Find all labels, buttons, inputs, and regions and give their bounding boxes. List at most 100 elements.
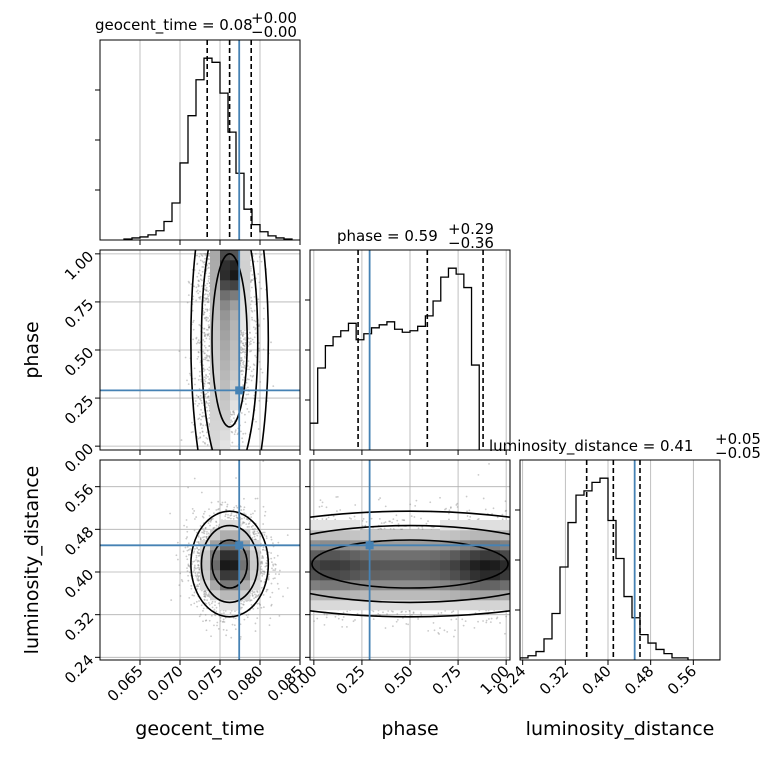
sample-point (203, 340, 206, 343)
sample-point (227, 513, 229, 516)
sample-point (207, 295, 210, 298)
sample-point (200, 418, 202, 421)
sample-point (187, 548, 190, 551)
sample-point (206, 310, 209, 312)
sample-point (259, 560, 262, 563)
sample-point (208, 423, 210, 426)
sample-point (197, 351, 200, 353)
sample-point (197, 355, 200, 358)
sample-point (180, 439, 183, 441)
sample-point (201, 411, 204, 414)
sample-point (267, 575, 270, 578)
sample-point (204, 590, 207, 592)
sample-point (207, 301, 209, 304)
sample-point (262, 317, 265, 320)
sample-point (205, 629, 208, 632)
sample-point (244, 357, 246, 359)
sample-point (208, 514, 211, 517)
sample-point (252, 341, 255, 344)
sample-point (204, 358, 207, 361)
sample-point (253, 295, 256, 298)
sample-point (198, 269, 201, 272)
sample-point (201, 252, 203, 255)
sample-point (216, 621, 219, 624)
sample-point (246, 526, 249, 528)
sample-point (203, 311, 206, 314)
sample-point (199, 422, 202, 425)
density-cell (240, 320, 251, 331)
sample-point (210, 518, 213, 521)
sample-point (198, 568, 201, 571)
sample-point (201, 415, 203, 418)
sample-point (199, 613, 202, 616)
sample-point (250, 269, 252, 272)
sample-point (201, 527, 204, 530)
density-cell (230, 360, 241, 371)
sample-point (205, 401, 208, 404)
sample-point (221, 621, 224, 623)
sample-point (192, 298, 194, 300)
sample-point (206, 333, 209, 336)
sample-point (235, 477, 237, 479)
sample-point (194, 574, 197, 577)
sample-point (198, 568, 201, 571)
sample-point (251, 318, 254, 321)
sample-point (208, 252, 211, 255)
sample-point (242, 508, 245, 511)
sample-point (249, 281, 252, 283)
sample-point (253, 530, 256, 533)
sample-point (204, 596, 207, 598)
sample-point (207, 275, 210, 278)
sample-point (203, 261, 206, 263)
sample-point (207, 254, 210, 257)
sample-point (257, 273, 260, 275)
sample-point (198, 600, 200, 602)
sample-point (270, 552, 273, 554)
sample-point (204, 308, 207, 311)
hist-panel-geocent_time (95, 39, 301, 245)
sample-point (207, 320, 210, 323)
sample-point (202, 364, 205, 367)
density-cell (230, 250, 241, 261)
sample-point (256, 530, 259, 533)
sample-point (262, 523, 265, 525)
sample-point (208, 425, 211, 428)
sample-point (208, 520, 211, 522)
sample-point (257, 428, 260, 430)
sample-point (204, 293, 207, 295)
sample-point (278, 573, 280, 576)
sample-point (250, 267, 252, 270)
sample-point (207, 594, 210, 597)
sample-point (215, 606, 218, 609)
sample-point (206, 368, 209, 371)
sample-point (240, 331, 243, 334)
sample-point (232, 517, 235, 520)
sample-point (249, 332, 251, 334)
sample-point (193, 591, 196, 594)
sample-point (203, 316, 206, 319)
contour-line (200, 250, 259, 450)
sample-point (263, 580, 266, 583)
sample-point (270, 604, 273, 607)
sample-point (240, 602, 243, 605)
sample-point (256, 590, 258, 592)
sample-point (250, 307, 252, 310)
sample-point (187, 564, 190, 567)
sample-point (205, 316, 208, 319)
sample-point (201, 415, 204, 418)
sample-point (210, 635, 212, 638)
sample-point (202, 313, 205, 316)
sample-point (235, 516, 238, 519)
sample-point (201, 515, 204, 518)
sample-point (205, 297, 208, 300)
sample-point (196, 579, 199, 582)
sample-point (203, 595, 206, 598)
density-cell (220, 270, 231, 281)
sample-point (188, 564, 190, 567)
sample-point (186, 536, 188, 538)
sample-point (272, 577, 275, 580)
sample-point (248, 368, 251, 371)
sample-point (202, 358, 205, 361)
sample-point (195, 337, 198, 340)
sample-point (243, 344, 245, 347)
